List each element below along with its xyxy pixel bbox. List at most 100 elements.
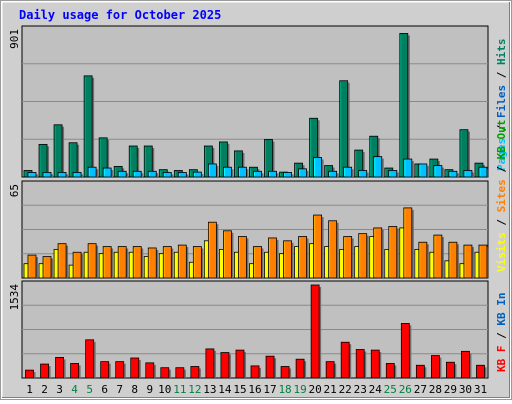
bar-face xyxy=(448,170,458,178)
bar-face xyxy=(145,362,155,379)
bar-kb-f xyxy=(130,357,141,379)
bar-kb-f xyxy=(446,361,457,379)
bar-sites xyxy=(403,207,414,279)
bar-pages xyxy=(373,156,384,178)
bar-face xyxy=(132,246,142,279)
bar-sites xyxy=(117,246,129,279)
bar-face xyxy=(147,170,157,178)
bar-face xyxy=(100,361,110,379)
bar-face xyxy=(55,356,64,379)
bar-sites xyxy=(433,234,444,279)
bar-sites xyxy=(42,256,54,279)
bar-face xyxy=(298,236,307,279)
bar-pages xyxy=(192,171,204,178)
bar-face xyxy=(27,172,37,178)
bar-face xyxy=(70,363,80,379)
bar-face xyxy=(238,236,247,279)
bar-face xyxy=(25,369,34,379)
bar-face xyxy=(313,157,323,178)
x-tick-label: 10 xyxy=(158,383,171,396)
x-tick-label: 17 xyxy=(263,383,276,396)
legend-separator: / xyxy=(495,212,508,232)
bar-face xyxy=(102,246,112,279)
x-tick-label: 11 xyxy=(173,383,186,396)
bar-face xyxy=(162,246,172,279)
bar-face xyxy=(162,172,172,178)
panel-2: 65 Visits / Sites / KB Out xyxy=(8,120,508,279)
bar-kb-f xyxy=(40,363,51,379)
x-tick-label: 19 xyxy=(293,383,306,396)
panel-max-label: 901 xyxy=(8,29,21,49)
legend-separator: / xyxy=(495,65,508,85)
bar-face xyxy=(478,244,488,279)
x-tick-label: 26 xyxy=(399,383,412,396)
bar-sites xyxy=(238,236,249,279)
bar-pages xyxy=(72,172,84,178)
bar-face xyxy=(418,241,428,279)
x-tick-label: 3 xyxy=(56,383,63,396)
bar-pages xyxy=(238,166,249,178)
bar-kb-f xyxy=(415,364,427,379)
bar-sites xyxy=(358,233,369,279)
bar-face xyxy=(298,168,307,178)
bar-kb-f xyxy=(310,284,322,379)
bar-face xyxy=(87,243,97,279)
bar-pages xyxy=(388,170,399,178)
panel-bars xyxy=(23,33,489,178)
bar-kb-f xyxy=(280,366,292,379)
bar-face xyxy=(117,246,127,279)
bar-face xyxy=(295,358,305,379)
legend-separator: / xyxy=(495,159,508,179)
bar-face xyxy=(433,234,443,279)
bar-face xyxy=(190,366,200,379)
bar-face xyxy=(147,247,157,279)
bar-face xyxy=(343,236,353,279)
x-tick-label: 20 xyxy=(309,383,322,396)
bar-kb-f xyxy=(205,348,216,379)
bar-kb-f xyxy=(235,349,246,379)
bar-face xyxy=(388,226,398,279)
bar-face xyxy=(283,172,292,178)
bar-sites xyxy=(283,240,294,279)
legend-entry: Pages xyxy=(495,138,508,171)
bar-sites xyxy=(268,237,279,279)
panel-legend: Pages / Files / Hits xyxy=(495,39,508,172)
bar-face xyxy=(446,361,455,379)
x-tick-label: 25 xyxy=(384,383,397,396)
bar-face xyxy=(268,237,277,279)
bar-pages xyxy=(253,170,264,178)
bar-face xyxy=(476,364,485,379)
bar-face xyxy=(207,163,217,178)
bar-face xyxy=(57,243,67,279)
bar-sites xyxy=(87,243,99,279)
bar-kb-f xyxy=(355,349,367,379)
bar-face xyxy=(463,170,473,178)
x-tick-label: 7 xyxy=(116,383,123,396)
panel-1: 901 Pages / Files / Hits xyxy=(8,25,508,178)
legend-entry: Files xyxy=(495,85,508,118)
bar-face xyxy=(358,233,368,279)
bar-face xyxy=(403,158,413,178)
bar-pages xyxy=(328,170,339,178)
bar-face xyxy=(313,214,323,279)
bar-sites xyxy=(328,220,339,279)
bar-face xyxy=(325,361,335,379)
bar-face xyxy=(448,241,458,279)
legend-entry: Sites xyxy=(495,179,508,212)
x-tick-label: 28 xyxy=(429,383,442,396)
x-tick-label: 9 xyxy=(146,383,153,396)
bar-pages xyxy=(283,172,294,178)
bar-sites xyxy=(177,244,189,279)
bar-pages xyxy=(177,172,189,178)
x-tick-label: 4 xyxy=(71,383,78,396)
bar-sites xyxy=(207,221,219,279)
x-tick-label: 24 xyxy=(369,383,383,396)
bar-face xyxy=(42,172,52,178)
bar-pages xyxy=(313,157,324,178)
bar-face xyxy=(280,366,290,379)
bar-face xyxy=(115,361,125,379)
bar-pages xyxy=(403,158,414,178)
bar-hits xyxy=(459,129,470,178)
bar-face xyxy=(117,170,127,178)
